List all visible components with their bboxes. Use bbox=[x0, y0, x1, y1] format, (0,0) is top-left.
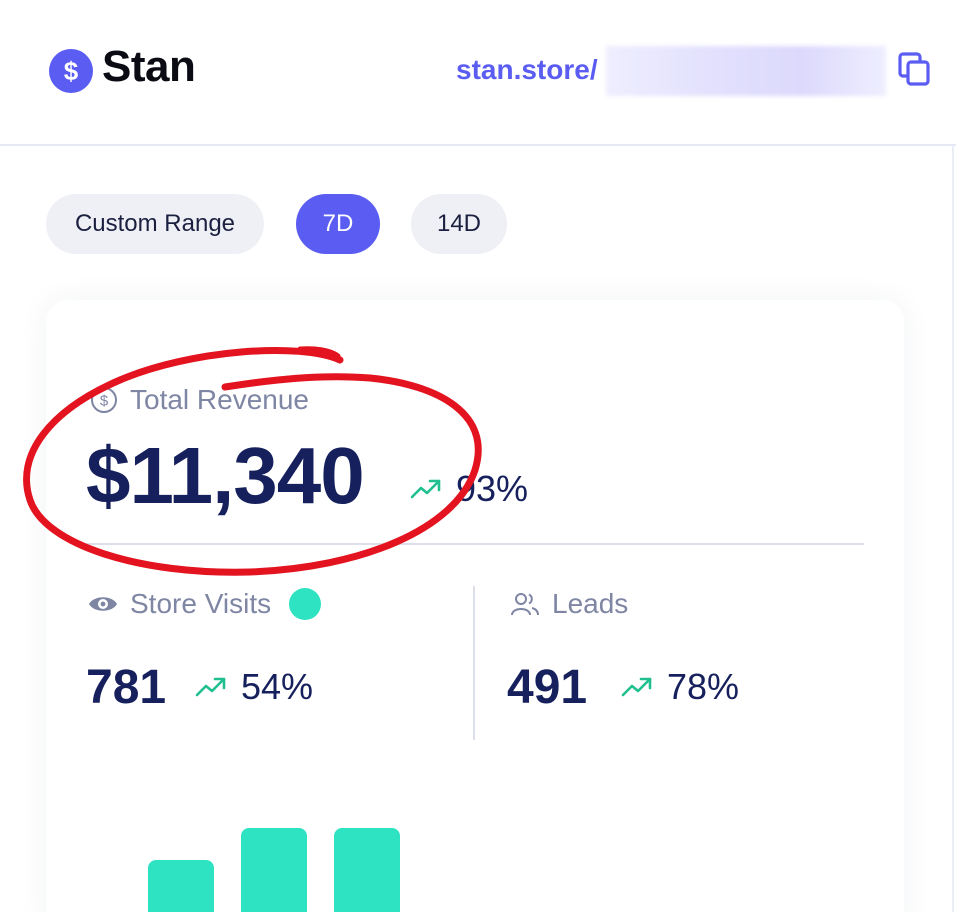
revenue-change-value: 93% bbox=[456, 468, 529, 509]
chart-bar bbox=[148, 860, 214, 912]
users-icon bbox=[511, 593, 539, 616]
leads-change-value: 78% bbox=[667, 666, 740, 707]
store-visits-change-value: 54% bbox=[241, 666, 314, 707]
brand-name: Stan bbox=[102, 42, 196, 91]
eye-icon bbox=[89, 597, 117, 611]
leads-label-row: Leads bbox=[510, 588, 628, 620]
chart-bar bbox=[334, 828, 400, 912]
total-revenue-value: $11,340 bbox=[86, 431, 365, 520]
live-status-dot bbox=[289, 588, 322, 620]
leads-value: 491 bbox=[507, 661, 588, 714]
stan-logo-icon: $ bbox=[49, 49, 93, 93]
copy-icon[interactable] bbox=[896, 50, 934, 88]
chart-bar bbox=[241, 828, 307, 912]
trend-up-icon bbox=[621, 677, 652, 697]
metrics-divider bbox=[473, 586, 475, 740]
total-revenue-label-row: $ Total Revenue bbox=[90, 384, 309, 416]
store-visits-label: Store Visits bbox=[130, 588, 272, 619]
trend-up-icon bbox=[195, 677, 226, 697]
leads-label: Leads bbox=[552, 588, 629, 619]
leads-change: 78% bbox=[621, 666, 739, 708]
card-divider bbox=[86, 543, 864, 545]
top-header: $ Stan stan.store/ bbox=[0, 0, 956, 146]
store-url-blurred-handle bbox=[606, 46, 886, 96]
trend-up-icon bbox=[410, 479, 441, 499]
revenue-change: 93% bbox=[410, 468, 528, 510]
total-revenue-label: Total Revenue bbox=[130, 384, 310, 415]
store-url-link[interactable]: stan.store/ bbox=[456, 54, 598, 85]
revenue-bar-chart bbox=[148, 828, 400, 912]
store-visits-value: 781 bbox=[86, 661, 167, 714]
store-visits-change: 54% bbox=[195, 666, 313, 708]
custom-range-button[interactable]: Custom Range bbox=[46, 194, 264, 254]
range-14d-button[interactable]: 14D bbox=[411, 194, 507, 254]
dollar-circle-icon: $ bbox=[91, 387, 117, 413]
svg-text:$: $ bbox=[100, 393, 109, 410]
range-7d-button[interactable]: 7D bbox=[296, 194, 380, 254]
store-visits-label-row: Store Visits bbox=[88, 588, 322, 620]
